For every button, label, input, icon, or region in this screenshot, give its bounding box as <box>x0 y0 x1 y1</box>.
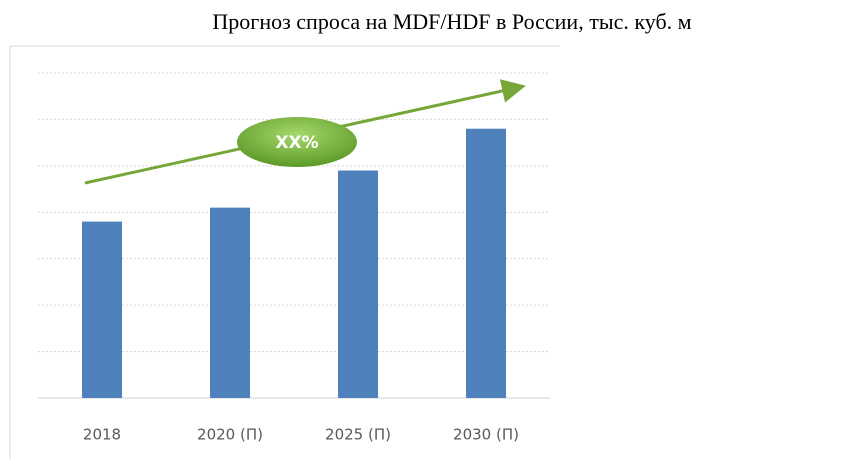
bar <box>466 128 506 398</box>
chart-frame <box>9 45 560 459</box>
chart-title: Прогноз спроса на MDF/HDF в России, тыс.… <box>212 9 691 34</box>
bar <box>82 221 122 398</box>
x-tick-label: 2025 (П) <box>325 426 391 444</box>
x-tick-label: 2030 (П) <box>453 426 519 444</box>
annotation-badge <box>237 117 357 167</box>
annotation: XX% <box>275 133 318 153</box>
bar <box>210 207 250 398</box>
bar <box>338 170 378 398</box>
x-tick-label: 2018 <box>83 426 121 444</box>
x-tick-label: 2020 (П) <box>197 426 263 444</box>
